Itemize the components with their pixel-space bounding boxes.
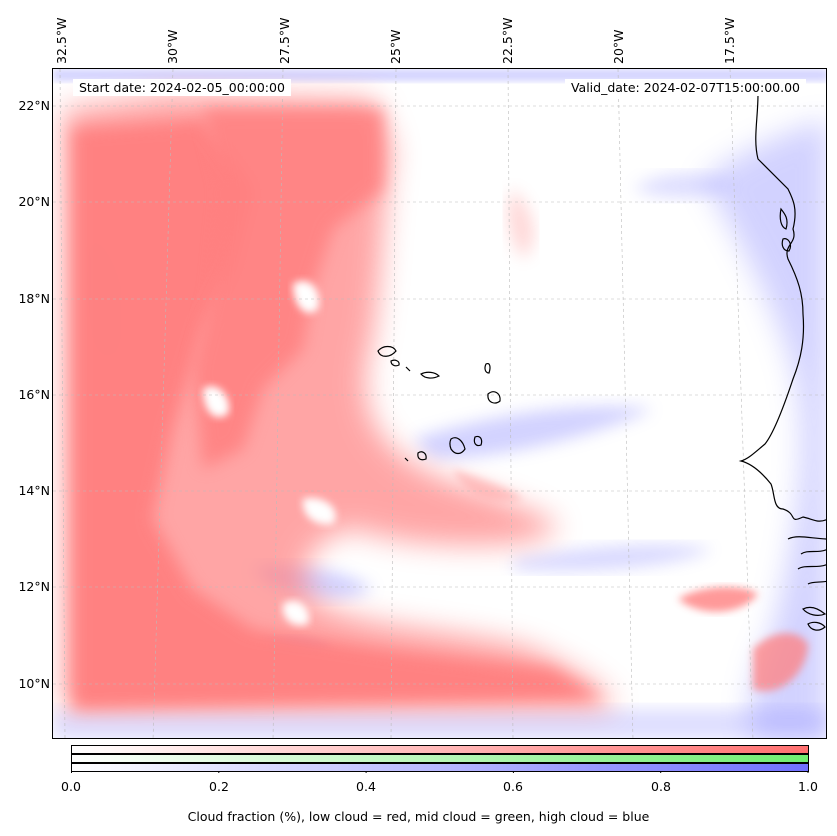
island-brava	[404, 457, 409, 462]
clear-sky-patches	[203, 280, 336, 626]
lat-tick-label: 18°N	[18, 291, 50, 306]
map-panel[interactable]: Start date: 2024-02-05_00:00:00 Valid_da…	[52, 68, 827, 739]
lon-tick-label: 32.5°W	[54, 17, 69, 64]
colorbar-tick-label: 0.0	[61, 779, 81, 794]
colorbar	[71, 745, 809, 773]
lon-tick-label: 25°W	[388, 29, 403, 64]
island-santo-antao	[377, 345, 397, 357]
cape-verde-islands	[377, 345, 501, 462]
island-sao-vicente	[390, 359, 400, 367]
island-maio	[473, 435, 483, 447]
colorbar-tick-label: 0.6	[503, 779, 523, 794]
lat-tick-label: 20°N	[18, 194, 50, 209]
lat-tick-label: 22°N	[18, 98, 50, 113]
island-sal	[484, 362, 491, 374]
lon-tick-label: 30°W	[165, 29, 180, 64]
colorbar-tick-label: 0.2	[209, 779, 229, 794]
island-fogo	[417, 451, 427, 461]
island-santa-luzia	[405, 366, 411, 372]
colorbar-tick-label: 1.0	[798, 779, 818, 794]
africa-coastline	[738, 93, 826, 522]
lat-tick-label: 10°N	[18, 676, 50, 691]
colorbar-low-cloud	[71, 745, 809, 754]
colorbar-title: Cloud fraction (%), low cloud = red, mid…	[187, 809, 650, 824]
coastlines	[738, 93, 826, 631]
graticule	[53, 69, 826, 738]
lat-tick-label: 14°N	[18, 483, 50, 498]
low-cloud-layer	[63, 94, 808, 709]
lat-tick-label: 12°N	[18, 579, 50, 594]
lon-tick-label: 27.5°W	[277, 17, 292, 64]
colorbar-tick-label: 0.8	[651, 779, 671, 794]
island-boa-vista	[487, 391, 501, 404]
island-sao-nicolau	[420, 371, 441, 379]
colorbar-tick-label: 0.4	[356, 779, 376, 794]
valid-date-label: Valid_date: 2024-02-07T15:00:00.00	[564, 79, 806, 96]
lon-tick-label: 17.5°W	[722, 17, 737, 64]
lat-tick-label: 16°N	[18, 387, 50, 402]
lon-tick-label: 20°W	[611, 29, 626, 64]
colorbar-high-cloud	[71, 763, 809, 772]
island-santiago	[449, 437, 466, 455]
cloud-fraction-map	[53, 69, 826, 738]
lon-tick-label: 22.5°W	[500, 17, 515, 64]
colorbar-mid-cloud	[71, 754, 809, 763]
start-date-label: Start date: 2024-02-05_00:00:00	[73, 79, 291, 96]
colorbar-tick-marks	[71, 772, 809, 773]
